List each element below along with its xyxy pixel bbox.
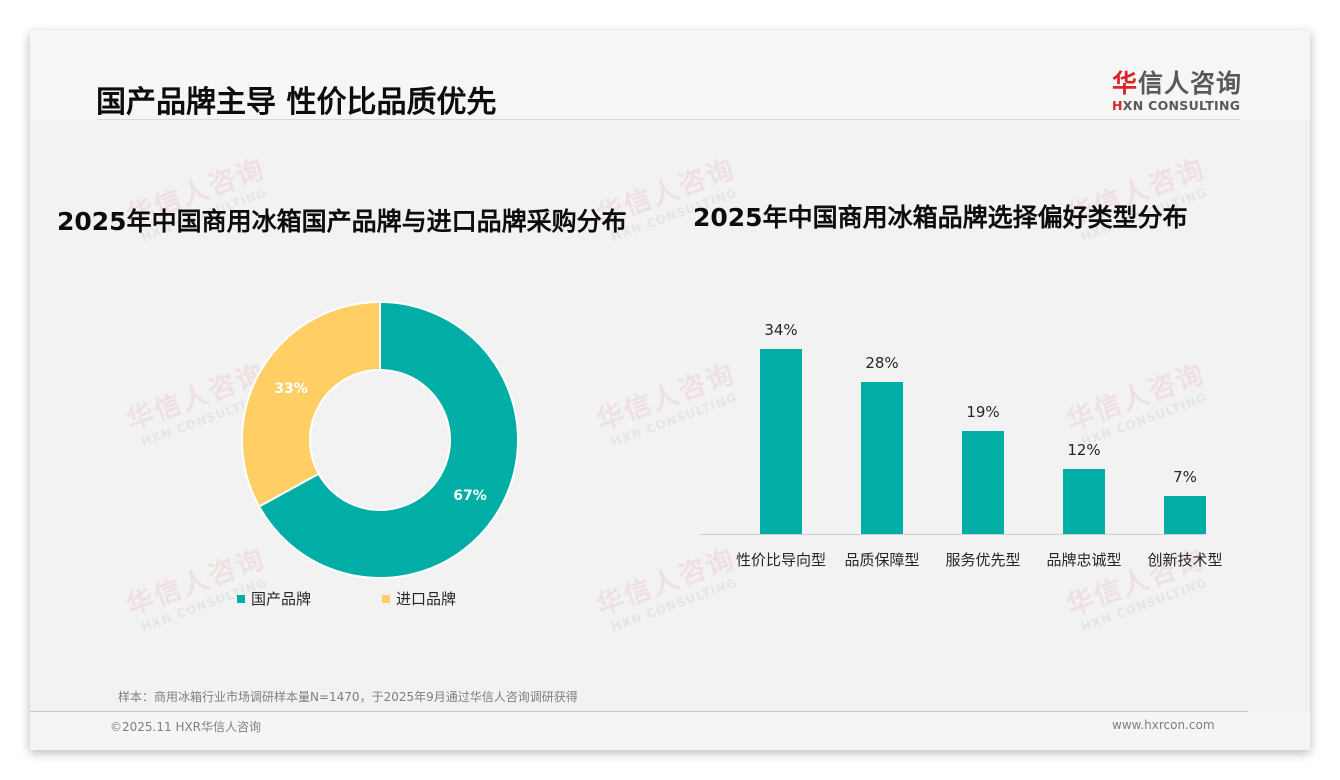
bar — [760, 349, 802, 534]
donut-chart: 67% 33% — [241, 300, 519, 579]
legend-label-imported: 进口品牌 — [396, 590, 457, 608]
donut-legend-domestic: 国产品牌 — [237, 588, 311, 609]
x-axis-line — [700, 534, 1205, 535]
logo-en-text: XN CONSULTING — [1122, 98, 1241, 113]
donut-slice-0 — [257, 300, 519, 579]
logo-en: HXN CONSULTING — [1112, 98, 1242, 113]
donut-label-imported: 33% — [274, 381, 308, 397]
bar-value-label: 34% — [764, 321, 798, 339]
bar-value-label: 12% — [1067, 440, 1101, 459]
bar — [861, 381, 903, 534]
logo-cn: 华信人咨询 — [1112, 64, 1242, 100]
sample-note: 样本：商用冰箱行业市场调研样本量N=1470，于2025年9月通过华信人咨询调研… — [118, 690, 578, 704]
website-link[interactable]: www.hxrcon.com — [1112, 718, 1215, 732]
bar-chart-title: 2025年中国商用冰箱品牌选择偏好类型分布 — [693, 203, 1188, 232]
bar — [1063, 468, 1105, 534]
legend-swatch-teal — [237, 594, 245, 603]
copyright: ©2025.11 HXR华信人咨询 — [110, 720, 262, 734]
logo-cn-text: 信人咨询 — [1138, 69, 1243, 98]
logo-en-accent: H — [1112, 98, 1123, 113]
legend-swatch-yellow — [382, 594, 390, 603]
donut-label-domestic: 67% — [453, 488, 487, 504]
header-band — [30, 30, 1310, 120]
bar-value-label: 28% — [865, 353, 899, 372]
bar-column: 28% — [861, 354, 903, 534]
donut-chart-title: 2025年中国商用冰箱国产品牌与进口品牌采购分布 — [57, 207, 627, 236]
bar-column: 12% — [1063, 441, 1105, 534]
bar-value-label: 7% — [1173, 467, 1197, 486]
bar — [1164, 495, 1206, 534]
bar-value-label: 19% — [966, 402, 1000, 421]
logo: 华信人咨询 HXN CONSULTING — [1112, 64, 1242, 113]
bar-category-label: 品质保障型 — [844, 551, 920, 569]
donut-slices — [241, 300, 519, 579]
bar — [962, 430, 1004, 534]
logo-cn-accent: 华 — [1112, 69, 1139, 98]
bar-category-label: 性价比导向型 — [735, 551, 826, 569]
bar-chart: 34% 性价比导向型 28% 品质保障型 19% 服务优先型 12% 品牌忠诚型 7% 创新技术型 — [700, 285, 1223, 585]
footer-band — [30, 712, 1310, 750]
footer-divider — [30, 711, 1248, 712]
donut-legend-imported: 进口品牌 — [382, 588, 456, 609]
bar-category-label: 服务优先型 — [945, 551, 1021, 569]
page-title: 国产品牌主导 性价比品质优先 — [96, 85, 497, 120]
donut-slice-1 — [241, 300, 381, 508]
title-divider — [97, 119, 1240, 120]
bar-category-label: 品牌忠诚型 — [1046, 551, 1122, 569]
bar-column: 7% — [1164, 468, 1206, 534]
legend-label-domestic: 国产品牌 — [251, 590, 312, 608]
bar-column: 19% — [962, 403, 1004, 534]
bar-category-label: 创新技术型 — [1147, 551, 1223, 569]
bar-column: 34% — [760, 321, 802, 534]
slide: 华信人咨询 HXN CONSULTING 华信人咨询 HXN CONSULTING 华信… — [30, 30, 1310, 750]
